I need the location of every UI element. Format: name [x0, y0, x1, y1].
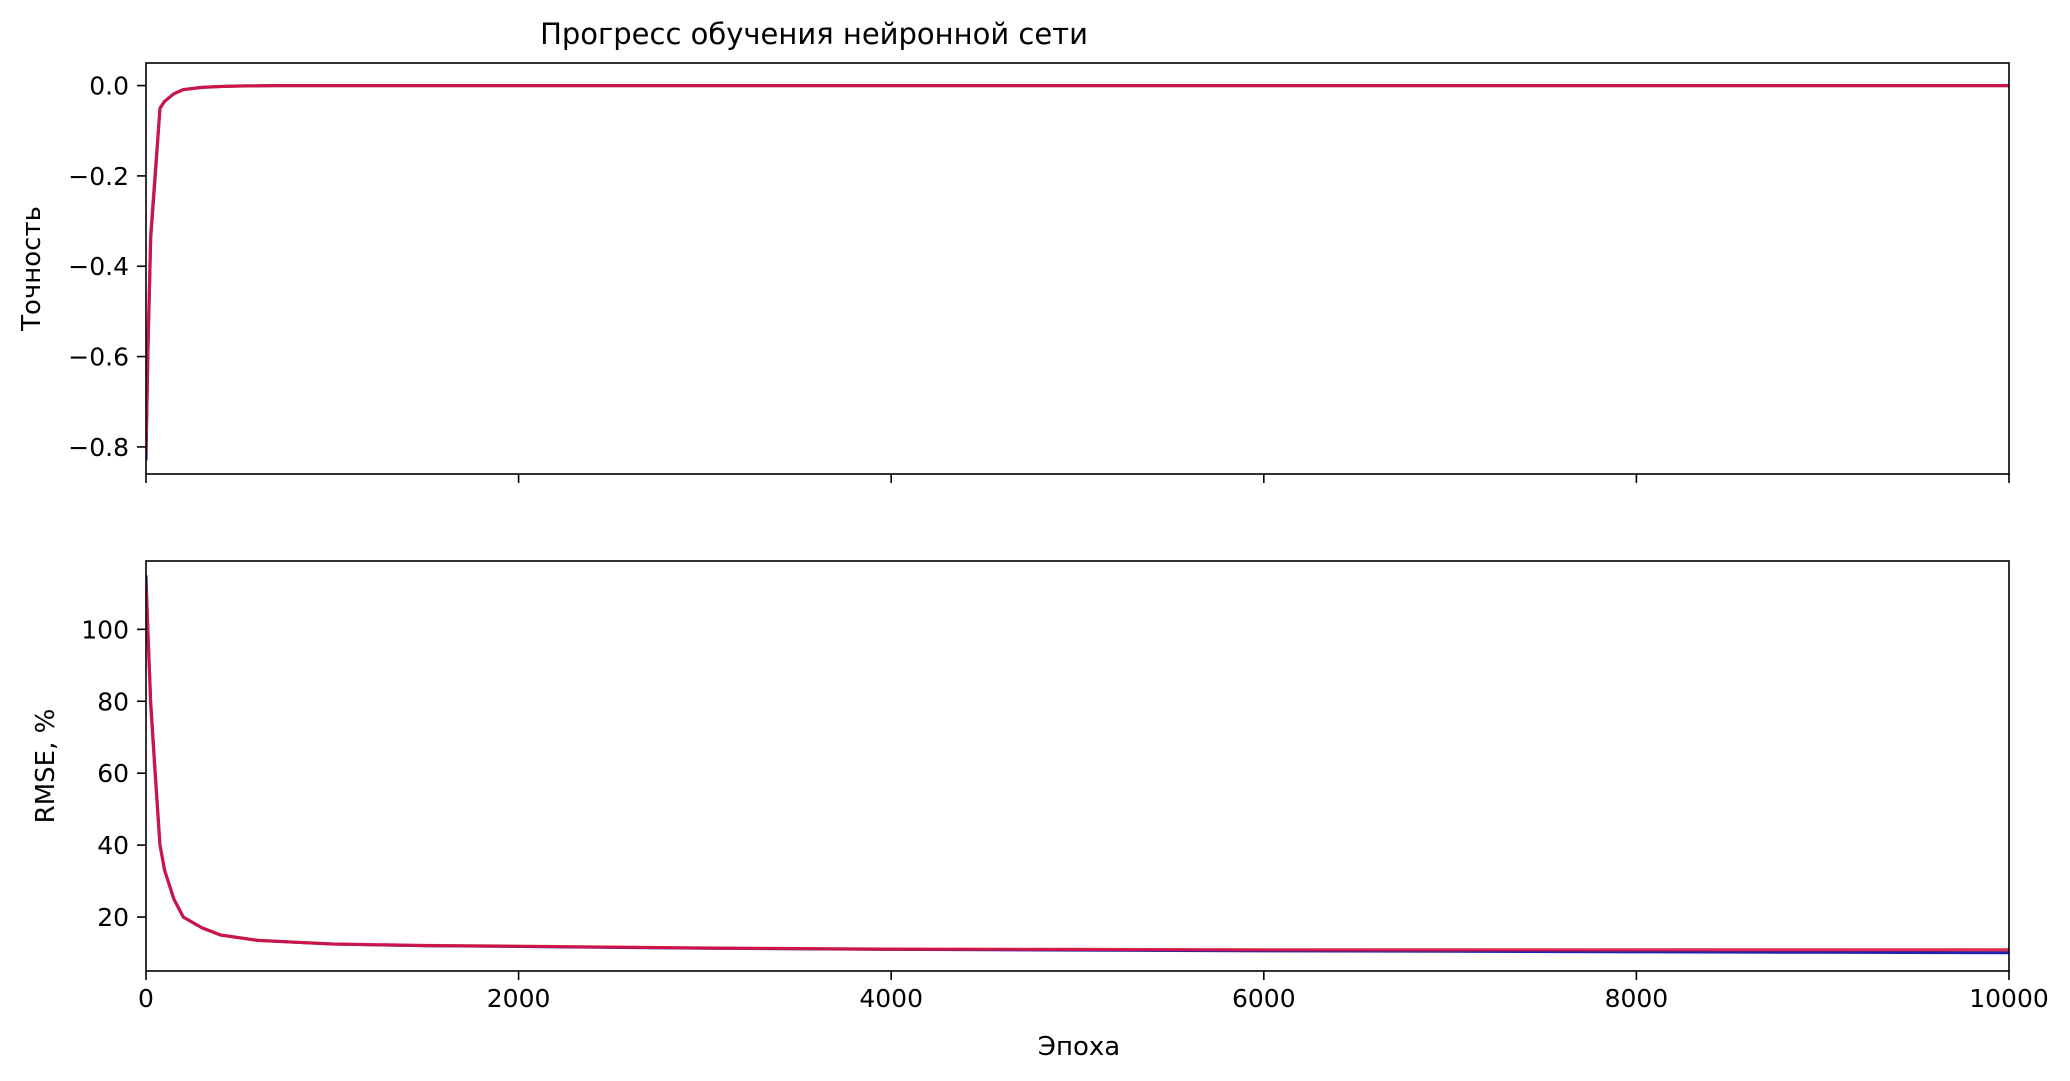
x-tick-label: 6000: [1232, 984, 1296, 1013]
rmse-series-line-2: [146, 582, 2009, 952]
accuracy-axes-frame: [145, 62, 2010, 475]
x-axis-label: Эпоха: [1038, 1032, 1120, 1062]
y-tick-label: 80: [97, 687, 129, 716]
y-tick-label: 100: [81, 615, 129, 644]
y-tick-label: −0.8: [68, 433, 129, 462]
y-tick-label: −0.4: [68, 252, 129, 281]
x-tick-label: 10000: [1969, 984, 2049, 1013]
rmse-panel: 20 40 60 80 100 0 2000 4000 6000 8000 10000 RMSE, %: [31, 560, 2049, 1013]
chart-title: Прогресс обучения нейронной сети: [540, 17, 1088, 51]
y-tick-label: 40: [97, 831, 129, 860]
y-tick-label: −0.2: [68, 162, 129, 191]
rmse-axes-frame: [145, 560, 2010, 972]
x-tick-label: 2000: [487, 984, 551, 1013]
y-tick-label: 60: [97, 759, 129, 788]
y-tick-label: 20: [97, 903, 129, 932]
y-tick-label: −0.6: [68, 343, 129, 372]
rmse-y-axis-label: RMSE, %: [31, 709, 61, 824]
x-tick-label: 8000: [1605, 984, 1669, 1013]
accuracy-panel: 0.0 −0.2 −0.4 −0.6 −0.8 Точность: [17, 62, 2010, 483]
x-tick-label: 4000: [859, 984, 923, 1013]
accuracy-series-line-2: [146, 83, 2009, 452]
accuracy-y-axis-label: Точность: [17, 206, 47, 332]
y-tick-label: 0.0: [89, 72, 129, 101]
x-tick-label: 0: [138, 984, 154, 1013]
